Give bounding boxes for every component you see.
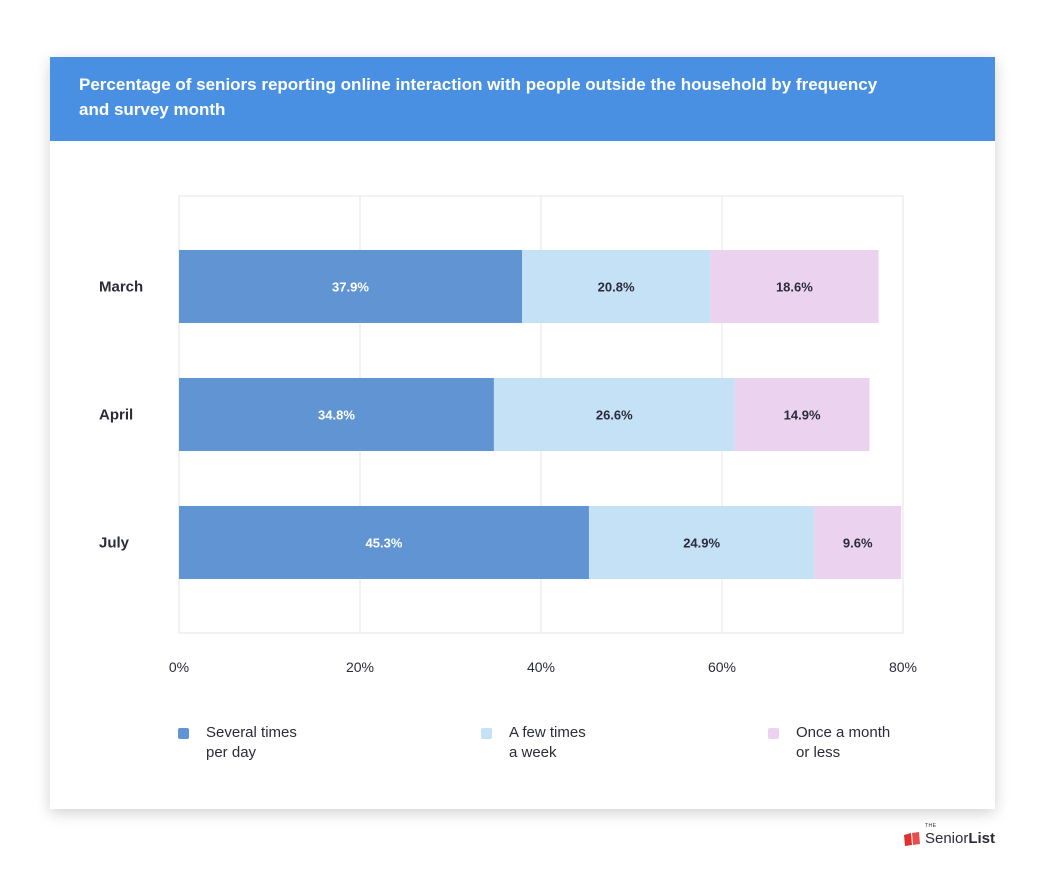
data-label-march-several-times-per-day: 37.9% [332, 280, 369, 295]
bar-april-once-a-month-or-less [734, 378, 870, 451]
brand-regular-text: Senior [924, 830, 969, 847]
bar-july-once-a-month-or-less [814, 506, 902, 579]
chart-title: Percentage of seniors reporting online i… [79, 75, 878, 119]
legend-item-once-a-month-or-less: Once a month or less [768, 723, 916, 763]
category-label-july: July [99, 535, 130, 552]
bar-april-a-few-times-a-week [493, 378, 735, 451]
legend-swatch-several-times-per-day [178, 728, 189, 739]
legend-label-once-a-month-or-less: Once a month or less [796, 724, 891, 761]
bar-july-a-few-times-a-week [588, 506, 815, 579]
brand-wordmark: THE SeniorList [924, 823, 995, 847]
x-tick-label-3: 60% [708, 659, 736, 675]
bar-march-a-few-times-a-week [521, 250, 711, 323]
x-tick-label-0: 0% [169, 659, 189, 675]
bar-march-once-a-month-or-less [710, 250, 879, 323]
category-label-march: March [99, 279, 143, 296]
chart-card: Percentage of seniors reporting online i… [50, 57, 995, 809]
legend-swatch-once-a-month-or-less [768, 728, 779, 739]
data-label-april-a-few-times-a-week: 26.6% [596, 408, 633, 423]
chart-plot: 0% 20% 40% 60% 80% March 37.9% 20.8% 18.6% April 3… [99, 195, 917, 675]
legend-swatch-a-few-times-a-week [481, 728, 492, 739]
x-tick-label-2: 40% [527, 659, 555, 675]
x-tick-label-1: 20% [346, 659, 374, 675]
data-label-july-a-few-times-a-week: 24.9% [683, 536, 720, 551]
data-label-april-several-times-per-day: 34.8% [318, 408, 355, 423]
data-label-april-once-a-month-or-less: 14.9% [784, 408, 821, 423]
x-tick-label-4: 80% [889, 659, 917, 675]
legend-item-a-few-times-a-week: A few times a week [481, 723, 629, 763]
bar-july-several-times-per-day [179, 506, 589, 579]
book-icon [903, 831, 920, 846]
brand-bold-text: List [968, 830, 995, 847]
brand-logo: THE SeniorList [903, 823, 995, 847]
data-label-march-a-few-times-a-week: 20.8% [598, 280, 635, 295]
legend-label-a-few-times-a-week: A few times a week [509, 724, 586, 761]
legend-label-several-times-per-day: Several times per day [206, 724, 297, 761]
legend-item-several-times-per-day: Several times per day [178, 723, 326, 763]
data-label-march-once-a-month-or-less: 18.6% [776, 280, 813, 295]
category-label-april: April [99, 407, 133, 424]
bar-march-several-times-per-day [179, 250, 522, 323]
brand-small-text: THE [924, 823, 937, 829]
chart-header: Percentage of seniors reporting online i… [50, 57, 995, 141]
bar-april-several-times-per-day [179, 378, 494, 451]
data-label-july-several-times-per-day: 45.3% [366, 536, 403, 551]
chart-legend: Several times per day A few times a week… [50, 723, 995, 773]
data-label-july-once-a-month-or-less: 9.6% [843, 536, 873, 551]
